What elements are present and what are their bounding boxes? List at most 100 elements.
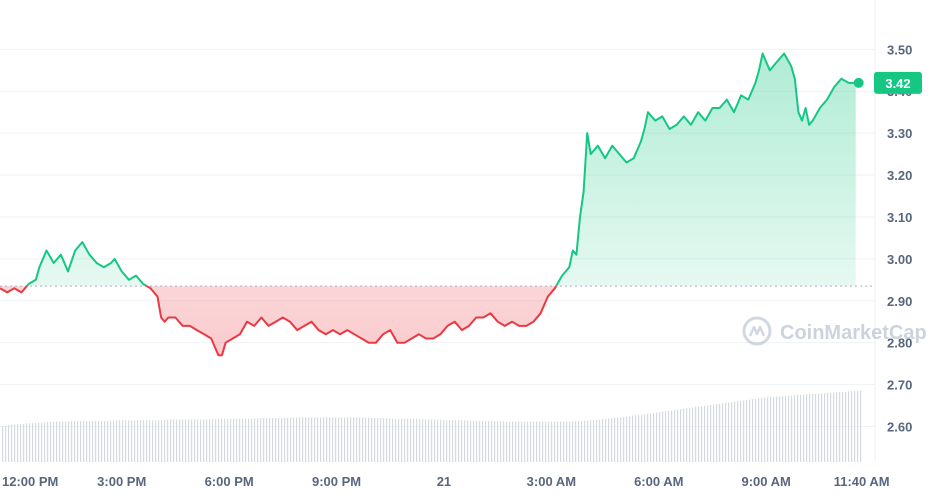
volume-bar bbox=[512, 421, 514, 462]
volume-bar bbox=[689, 407, 691, 462]
x-tick-label: 3:00 PM bbox=[97, 474, 146, 489]
volume-bar bbox=[194, 419, 196, 462]
volume-bar bbox=[338, 417, 340, 462]
volume-bar bbox=[365, 417, 367, 462]
volume-bar bbox=[407, 418, 409, 462]
volume-bar bbox=[701, 406, 703, 462]
volume-bar bbox=[416, 418, 418, 462]
volume-bar bbox=[629, 416, 631, 462]
coinmarketcap-logo-icon bbox=[742, 316, 772, 346]
volume-bar bbox=[38, 422, 40, 462]
volume-bar bbox=[50, 421, 52, 462]
area-above-baseline bbox=[26, 53, 856, 287]
volume-bars bbox=[2, 390, 862, 462]
volume-bar bbox=[326, 417, 328, 462]
volume-bar bbox=[620, 417, 622, 462]
volume-bar bbox=[539, 421, 541, 462]
volume-bar bbox=[473, 420, 475, 462]
volume-bar bbox=[533, 421, 535, 462]
volume-bar bbox=[548, 421, 550, 462]
volume-bar bbox=[143, 420, 145, 462]
volume-bar bbox=[761, 397, 763, 462]
volume-bar bbox=[428, 419, 430, 462]
x-tick-label: 3:00 AM bbox=[527, 474, 576, 489]
volume-bar bbox=[446, 420, 448, 462]
volume-bar bbox=[467, 420, 469, 462]
volume-bar bbox=[476, 420, 478, 462]
volume-bar bbox=[803, 394, 805, 462]
volume-bar bbox=[581, 420, 583, 462]
current-price-label: 3.42 bbox=[885, 76, 910, 91]
volume-bar bbox=[683, 408, 685, 462]
volume-bar bbox=[842, 391, 844, 462]
volume-bar bbox=[332, 417, 334, 462]
volume-bar bbox=[692, 407, 694, 462]
volume-bar bbox=[152, 420, 154, 462]
volume-bar bbox=[419, 419, 421, 462]
volume-bar bbox=[347, 417, 349, 462]
volume-bar bbox=[536, 421, 538, 462]
volume-bar bbox=[470, 420, 472, 462]
volume-bar bbox=[665, 411, 667, 462]
watermark-text: CoinMarketCap bbox=[780, 322, 927, 344]
volume-bar bbox=[71, 421, 73, 462]
volume-bar bbox=[41, 422, 43, 462]
volume-bar bbox=[632, 415, 634, 462]
volume-bar bbox=[593, 420, 595, 462]
volume-bar bbox=[389, 418, 391, 462]
volume-bar bbox=[587, 420, 589, 462]
volume-bar bbox=[191, 419, 193, 462]
volume-bar bbox=[122, 420, 124, 462]
volume-bar bbox=[296, 417, 298, 462]
volume-bar bbox=[857, 390, 859, 462]
volume-bar bbox=[131, 420, 133, 462]
volume-bar bbox=[833, 392, 835, 462]
volume-bar bbox=[398, 418, 400, 462]
volume-bar bbox=[239, 418, 241, 462]
y-tick-label: 3.00 bbox=[887, 252, 912, 267]
volume-bar bbox=[719, 403, 721, 462]
volume-bar bbox=[302, 417, 304, 462]
volume-bar bbox=[854, 391, 856, 462]
volume-bar bbox=[728, 402, 730, 462]
volume-bar bbox=[11, 424, 13, 462]
volume-bar bbox=[755, 398, 757, 462]
area-below-baseline bbox=[0, 286, 856, 356]
volume-bar bbox=[140, 420, 142, 462]
volume-bar bbox=[359, 417, 361, 462]
volume-bar bbox=[203, 419, 205, 462]
volume-bar bbox=[530, 421, 532, 462]
volume-bar bbox=[434, 419, 436, 462]
volume-bar bbox=[341, 417, 343, 462]
volume-bar bbox=[80, 420, 82, 462]
volume-bar bbox=[656, 412, 658, 462]
volume-bar bbox=[218, 418, 220, 462]
volume-bar bbox=[146, 420, 148, 462]
volume-bar bbox=[170, 419, 172, 462]
volume-bar bbox=[779, 396, 781, 462]
volume-bar bbox=[566, 421, 568, 462]
volume-bar bbox=[674, 410, 676, 462]
volume-bar bbox=[65, 421, 67, 462]
current-price-badge bbox=[874, 71, 922, 94]
volume-bar bbox=[353, 417, 355, 462]
volume-bar bbox=[197, 419, 199, 462]
volume-bar bbox=[605, 418, 607, 462]
volume-bar bbox=[716, 404, 718, 462]
volume-bar bbox=[92, 420, 94, 462]
volume-bar bbox=[815, 393, 817, 462]
volume-bar bbox=[260, 418, 262, 462]
volume-bar bbox=[278, 418, 280, 462]
volume-bar bbox=[488, 420, 490, 462]
volume-bar bbox=[638, 415, 640, 462]
volume-bar bbox=[788, 395, 790, 462]
volume-bar bbox=[119, 420, 121, 462]
volume-bar bbox=[371, 417, 373, 462]
x-tick-label: 21 bbox=[437, 474, 451, 489]
volume-bar bbox=[5, 425, 7, 462]
volume-bar bbox=[464, 420, 466, 462]
volume-bar bbox=[107, 420, 109, 462]
volume-bar bbox=[830, 392, 832, 462]
volume-bar bbox=[113, 420, 115, 462]
